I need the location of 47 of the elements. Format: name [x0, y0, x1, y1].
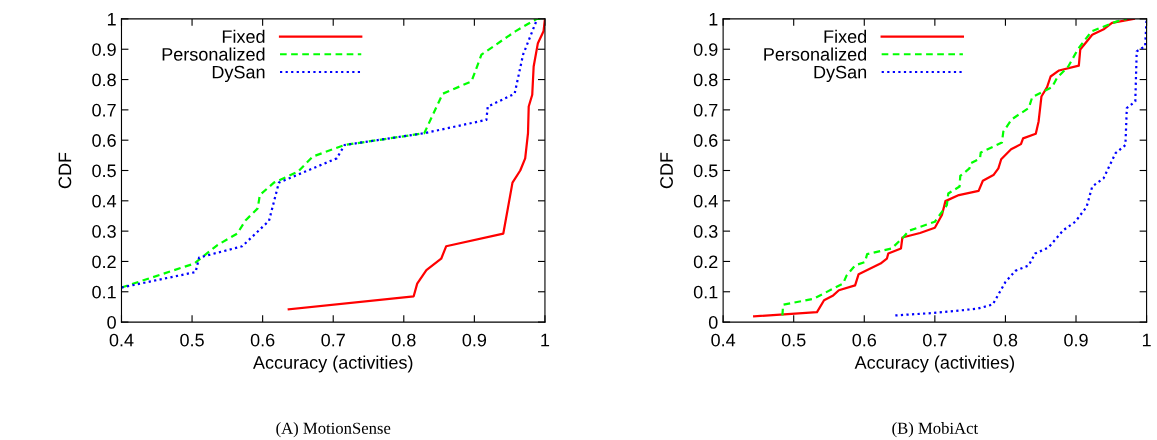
y-tick-label: 0.5: [92, 164, 116, 178]
legend-label: Fixed: [222, 29, 265, 44]
y-tick-label: 0.5: [693, 164, 718, 178]
y-tick-label: 0.3: [693, 225, 718, 238]
y-tick-label: 0.6: [693, 134, 718, 147]
text: (A) MotionSense: [276, 422, 391, 438]
y-axis-title: CDF: [58, 152, 72, 189]
legend-label: Personalized: [162, 47, 265, 61]
legend-label: Personalized: [764, 47, 867, 61]
x-tick-label: 0.9: [462, 333, 487, 347]
line-series: [894, 18, 1147, 317]
x-tick-label: 0.6: [852, 333, 877, 347]
y-tick-label: 0.9: [693, 43, 718, 56]
x-tick-label: 1: [1142, 333, 1151, 347]
x-tick-label: 0.6: [250, 333, 275, 347]
y-tick-label: 0.6: [92, 134, 116, 147]
y-tick-label: 0.1: [92, 285, 116, 299]
y-tick-label: 0.8: [92, 73, 116, 87]
x-tick-label: 0.5: [180, 333, 204, 347]
y-tick-label: 0.9: [92, 43, 116, 56]
x-tick-label: 0.8: [391, 333, 416, 347]
x-tick-label: 0.8: [993, 333, 1018, 347]
y-tick-label: 0.7: [92, 103, 116, 117]
legend-label: DySan: [212, 65, 265, 83]
y-tick-label: 0.1: [693, 285, 718, 299]
legend-label: DySan: [814, 65, 867, 83]
legend-label: Fixed: [824, 29, 867, 44]
y-tick-label: 0.7: [693, 103, 718, 117]
y-tick-label: 0.8: [693, 73, 718, 87]
y-tick-label: 0.2: [92, 255, 116, 269]
y-tick-label: 0.2: [693, 255, 718, 269]
text: (B) MobiAct: [892, 422, 979, 438]
y-tick-label: 0.4: [92, 194, 117, 208]
x-axis-title: Accuracy (activities): [854, 355, 1014, 373]
y-tick-label: 0.3: [92, 225, 116, 238]
y-tick-label: 0: [708, 316, 718, 329]
x-tick-label: 0.7: [321, 333, 345, 347]
x-tick-label: 0.7: [923, 333, 947, 347]
x-tick-label: 1: [541, 333, 550, 347]
y-tick-label: 1: [709, 13, 718, 26]
x-tick-label: 0.5: [781, 333, 806, 347]
x-axis-title: Accuracy (activities): [252, 355, 413, 373]
x-tick-label: 0.9: [1064, 333, 1088, 347]
y-tick-label: 0: [107, 316, 116, 329]
y-axis-title: CDF: [660, 152, 673, 189]
y-tick-label: 1: [107, 13, 116, 26]
y-tick-label: 0.4: [693, 194, 718, 208]
